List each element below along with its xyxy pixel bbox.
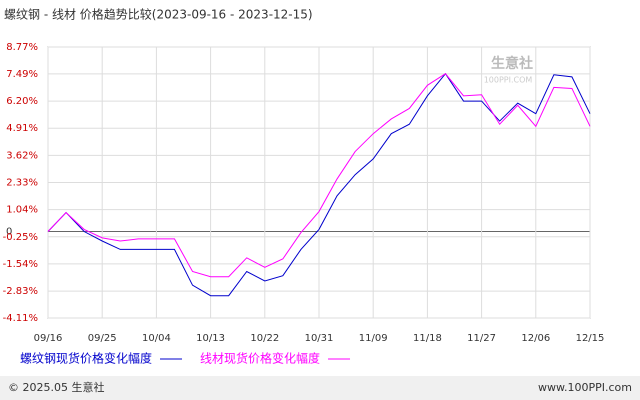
- legend-label: 螺纹钢现货价格变化幅度: [20, 351, 152, 366]
- y-tick-label: 4.91%: [6, 123, 38, 134]
- legend-label: 线材现货价格变化幅度: [200, 351, 320, 366]
- y-tick-label: -4.11%: [3, 313, 38, 324]
- x-tick-label: 10/13: [196, 333, 225, 344]
- y-tick-label: 7.49%: [6, 69, 38, 80]
- y-tick-label: -1.54%: [3, 259, 38, 270]
- watermark-site: 100PPI.COM: [484, 76, 533, 85]
- watermark-name: 生意社: [491, 55, 533, 72]
- y-tick-label: 0: [6, 227, 12, 238]
- x-tick-label: 10/31: [305, 333, 334, 344]
- y-tick-label: -2.83%: [3, 286, 38, 297]
- y-tick-label: 1.04%: [6, 205, 38, 216]
- footer-band: [0, 376, 640, 400]
- y-tick-label: 6.20%: [6, 96, 38, 107]
- chart-title: 螺纹钢 - 线材 价格趋势比较(2023-09-16 - 2023-12-15): [4, 7, 313, 22]
- x-tick-label: 11/18: [413, 333, 442, 344]
- y-tick-label: -0.25%: [3, 232, 38, 243]
- series-line: [47, 73, 591, 278]
- x-tick-label: 11/27: [467, 333, 496, 344]
- x-tick-label: 09/25: [88, 333, 117, 344]
- x-tick-label: 12/15: [576, 333, 605, 344]
- x-tick-label: 09/16: [34, 333, 63, 344]
- footer-left: © 2025.05 生意社: [8, 380, 104, 394]
- y-tick-label: 8.77%: [6, 42, 38, 53]
- footer-right: www.100PPI.com: [538, 381, 632, 394]
- y-tick-label: 2.33%: [6, 178, 38, 189]
- x-tick-label: 12/06: [521, 333, 550, 344]
- x-tick-label: 10/04: [142, 333, 171, 344]
- x-tick-label: 11/09: [359, 333, 388, 344]
- series-line: [47, 72, 591, 297]
- x-tick-label: 10/22: [250, 333, 279, 344]
- y-tick-label: 3.62%: [6, 150, 38, 161]
